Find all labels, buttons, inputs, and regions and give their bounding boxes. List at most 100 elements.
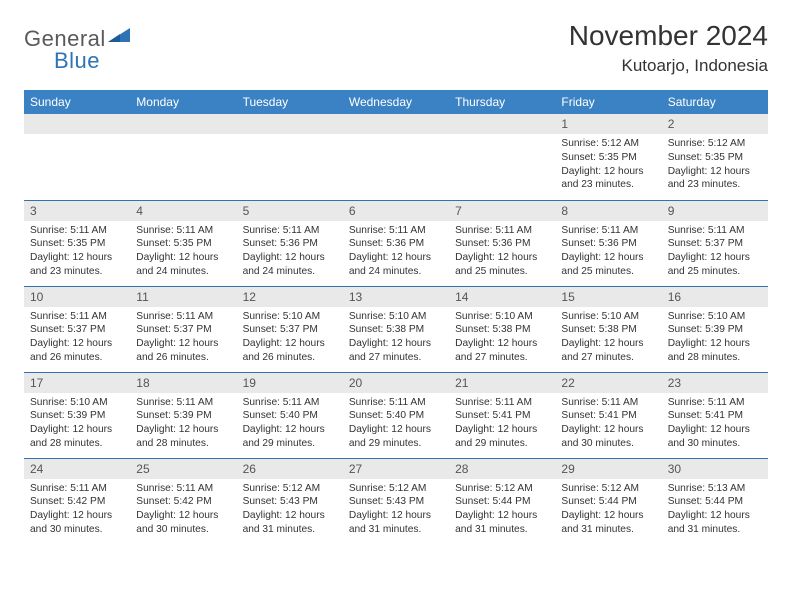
calendar-day-cell: 25Sunrise: 5:11 AMSunset: 5:42 PMDayligh… (130, 458, 236, 544)
day-detail: Sunrise: 5:11 AMSunset: 5:40 PMDaylight:… (237, 393, 343, 454)
day-number: 29 (555, 459, 661, 479)
day-number: 7 (449, 201, 555, 221)
day-detail: Sunrise: 5:11 AMSunset: 5:41 PMDaylight:… (662, 393, 768, 454)
day-number: 24 (24, 459, 130, 479)
day-number: 14 (449, 287, 555, 307)
day-detail: Sunrise: 5:10 AMSunset: 5:37 PMDaylight:… (237, 307, 343, 368)
calendar-week-row: 10Sunrise: 5:11 AMSunset: 5:37 PMDayligh… (24, 286, 768, 372)
calendar-day-cell: 6Sunrise: 5:11 AMSunset: 5:36 PMDaylight… (343, 200, 449, 286)
day-detail: Sunrise: 5:11 AMSunset: 5:36 PMDaylight:… (237, 221, 343, 282)
calendar-day-cell: 28Sunrise: 5:12 AMSunset: 5:44 PMDayligh… (449, 458, 555, 544)
day-detail: Sunrise: 5:11 AMSunset: 5:36 PMDaylight:… (343, 221, 449, 282)
day-detail: Sunrise: 5:11 AMSunset: 5:37 PMDaylight:… (662, 221, 768, 282)
day-number: 6 (343, 201, 449, 221)
day-number: 21 (449, 373, 555, 393)
day-number-empty (449, 114, 555, 134)
day-number: 30 (662, 459, 768, 479)
day-detail: Sunrise: 5:12 AMSunset: 5:43 PMDaylight:… (343, 479, 449, 540)
logo: General Blue (24, 20, 134, 74)
calendar-day-cell: 27Sunrise: 5:12 AMSunset: 5:43 PMDayligh… (343, 458, 449, 544)
day-detail: Sunrise: 5:11 AMSunset: 5:35 PMDaylight:… (24, 221, 130, 282)
day-number-empty (237, 114, 343, 134)
calendar-day-cell: 7Sunrise: 5:11 AMSunset: 5:36 PMDaylight… (449, 200, 555, 286)
day-number-empty (343, 114, 449, 134)
day-detail: Sunrise: 5:10 AMSunset: 5:39 PMDaylight:… (24, 393, 130, 454)
day-header: Saturday (662, 90, 768, 114)
day-header: Sunday (24, 90, 130, 114)
page-title: November 2024 (569, 20, 768, 52)
day-number: 28 (449, 459, 555, 479)
day-number: 10 (24, 287, 130, 307)
day-number: 3 (24, 201, 130, 221)
calendar-day-cell (343, 114, 449, 200)
calendar-day-cell: 20Sunrise: 5:11 AMSunset: 5:40 PMDayligh… (343, 372, 449, 458)
day-header: Wednesday (343, 90, 449, 114)
day-detail: Sunrise: 5:11 AMSunset: 5:40 PMDaylight:… (343, 393, 449, 454)
calendar-day-cell: 22Sunrise: 5:11 AMSunset: 5:41 PMDayligh… (555, 372, 661, 458)
calendar-day-cell: 1Sunrise: 5:12 AMSunset: 5:35 PMDaylight… (555, 114, 661, 200)
day-detail: Sunrise: 5:11 AMSunset: 5:39 PMDaylight:… (130, 393, 236, 454)
calendar-week-row: 17Sunrise: 5:10 AMSunset: 5:39 PMDayligh… (24, 372, 768, 458)
calendar-day-cell: 8Sunrise: 5:11 AMSunset: 5:36 PMDaylight… (555, 200, 661, 286)
calendar-day-cell: 30Sunrise: 5:13 AMSunset: 5:44 PMDayligh… (662, 458, 768, 544)
day-number-empty (130, 114, 236, 134)
calendar-table: SundayMondayTuesdayWednesdayThursdayFrid… (24, 90, 768, 544)
day-detail: Sunrise: 5:11 AMSunset: 5:41 PMDaylight:… (449, 393, 555, 454)
day-detail: Sunrise: 5:11 AMSunset: 5:36 PMDaylight:… (449, 221, 555, 282)
calendar-day-cell: 26Sunrise: 5:12 AMSunset: 5:43 PMDayligh… (237, 458, 343, 544)
day-number: 4 (130, 201, 236, 221)
day-detail: Sunrise: 5:11 AMSunset: 5:42 PMDaylight:… (24, 479, 130, 540)
day-detail: Sunrise: 5:10 AMSunset: 5:38 PMDaylight:… (343, 307, 449, 368)
day-detail: Sunrise: 5:11 AMSunset: 5:37 PMDaylight:… (24, 307, 130, 368)
day-detail: Sunrise: 5:13 AMSunset: 5:44 PMDaylight:… (662, 479, 768, 540)
calendar-day-cell: 12Sunrise: 5:10 AMSunset: 5:37 PMDayligh… (237, 286, 343, 372)
day-detail: Sunrise: 5:11 AMSunset: 5:36 PMDaylight:… (555, 221, 661, 282)
day-number: 13 (343, 287, 449, 307)
calendar-week-row: 3Sunrise: 5:11 AMSunset: 5:35 PMDaylight… (24, 200, 768, 286)
day-detail: Sunrise: 5:12 AMSunset: 5:35 PMDaylight:… (555, 134, 661, 195)
day-number: 9 (662, 201, 768, 221)
calendar-day-cell: 21Sunrise: 5:11 AMSunset: 5:41 PMDayligh… (449, 372, 555, 458)
calendar-day-cell: 3Sunrise: 5:11 AMSunset: 5:35 PMDaylight… (24, 200, 130, 286)
logo-text-blue: Blue (54, 48, 134, 74)
calendar-week-row: 24Sunrise: 5:11 AMSunset: 5:42 PMDayligh… (24, 458, 768, 544)
day-number: 22 (555, 373, 661, 393)
title-block: November 2024 Kutoarjo, Indonesia (569, 20, 768, 76)
day-number: 20 (343, 373, 449, 393)
calendar-day-cell (449, 114, 555, 200)
day-number: 8 (555, 201, 661, 221)
day-header: Friday (555, 90, 661, 114)
calendar-day-cell: 11Sunrise: 5:11 AMSunset: 5:37 PMDayligh… (130, 286, 236, 372)
calendar-day-cell (237, 114, 343, 200)
day-number: 26 (237, 459, 343, 479)
day-number: 25 (130, 459, 236, 479)
day-number: 16 (662, 287, 768, 307)
calendar-day-cell: 9Sunrise: 5:11 AMSunset: 5:37 PMDaylight… (662, 200, 768, 286)
day-detail: Sunrise: 5:11 AMSunset: 5:42 PMDaylight:… (130, 479, 236, 540)
day-number: 15 (555, 287, 661, 307)
day-number: 17 (24, 373, 130, 393)
day-header: Tuesday (237, 90, 343, 114)
day-number: 27 (343, 459, 449, 479)
location-label: Kutoarjo, Indonesia (569, 56, 768, 76)
calendar-day-cell (24, 114, 130, 200)
day-detail: Sunrise: 5:12 AMSunset: 5:43 PMDaylight:… (237, 479, 343, 540)
calendar-day-cell: 14Sunrise: 5:10 AMSunset: 5:38 PMDayligh… (449, 286, 555, 372)
day-header: Monday (130, 90, 236, 114)
calendar-week-row: 1Sunrise: 5:12 AMSunset: 5:35 PMDaylight… (24, 114, 768, 200)
day-number: 5 (237, 201, 343, 221)
calendar-day-cell: 29Sunrise: 5:12 AMSunset: 5:44 PMDayligh… (555, 458, 661, 544)
day-number: 23 (662, 373, 768, 393)
day-detail: Sunrise: 5:10 AMSunset: 5:38 PMDaylight:… (449, 307, 555, 368)
calendar-day-cell: 2Sunrise: 5:12 AMSunset: 5:35 PMDaylight… (662, 114, 768, 200)
calendar-day-cell: 23Sunrise: 5:11 AMSunset: 5:41 PMDayligh… (662, 372, 768, 458)
calendar-day-cell: 17Sunrise: 5:10 AMSunset: 5:39 PMDayligh… (24, 372, 130, 458)
day-number: 19 (237, 373, 343, 393)
calendar-day-cell (130, 114, 236, 200)
calendar-day-cell: 15Sunrise: 5:10 AMSunset: 5:38 PMDayligh… (555, 286, 661, 372)
day-number: 1 (555, 114, 661, 134)
calendar-day-cell: 18Sunrise: 5:11 AMSunset: 5:39 PMDayligh… (130, 372, 236, 458)
day-detail: Sunrise: 5:11 AMSunset: 5:41 PMDaylight:… (555, 393, 661, 454)
day-detail: Sunrise: 5:10 AMSunset: 5:38 PMDaylight:… (555, 307, 661, 368)
calendar-day-cell: 24Sunrise: 5:11 AMSunset: 5:42 PMDayligh… (24, 458, 130, 544)
